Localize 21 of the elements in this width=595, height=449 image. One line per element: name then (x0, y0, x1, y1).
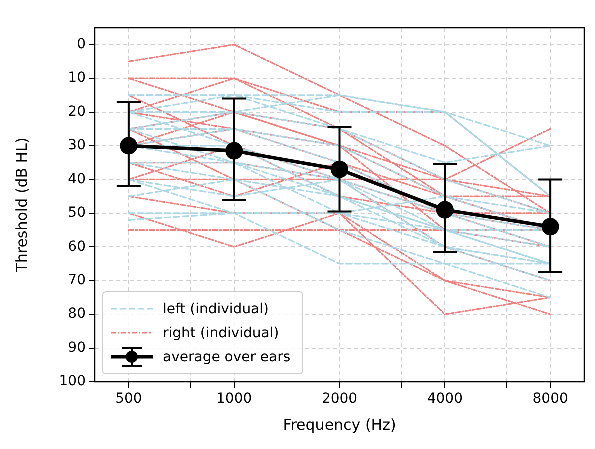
y-tick-label: 40 (68, 171, 86, 188)
y-tick-label: 80 (68, 306, 86, 322)
legend-label: left (individual) (163, 302, 269, 318)
y-axis-title: Threshold (dB HL) (12, 138, 31, 274)
y-tick-label: 20 (68, 104, 86, 120)
legend-label: right (individual) (163, 326, 280, 342)
y-tick-label: 60 (68, 238, 86, 255)
x-tick-label: 4000 (427, 391, 463, 408)
x-tick-label: 1000 (216, 391, 252, 408)
x-tick-label: 8000 (532, 391, 568, 408)
y-tick-label: 50 (68, 205, 86, 222)
y-tick-label: 30 (68, 138, 86, 154)
y-tick-label: 0 (77, 36, 86, 52)
x-tick-label: 500 (116, 391, 142, 408)
x-axis-title: Frequency (Hz) (283, 416, 396, 434)
y-tick-label: 100 (59, 374, 86, 390)
x-tick-label: 2000 (322, 391, 358, 408)
y-tick-label: 90 (68, 340, 86, 356)
y-tick-label: 70 (68, 272, 86, 288)
y-tick-label: 10 (68, 70, 86, 86)
legend-label: average over ears (163, 350, 291, 366)
